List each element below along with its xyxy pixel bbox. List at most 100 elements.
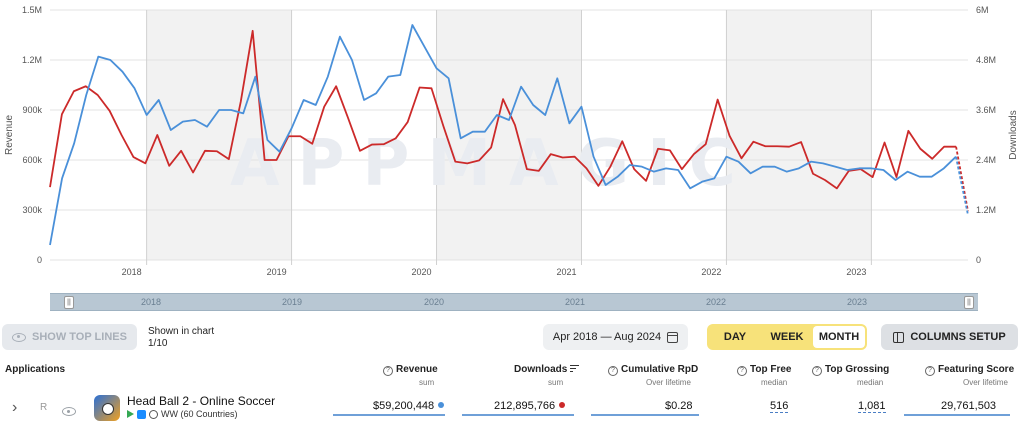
x-tick-label: 2022: [701, 267, 721, 277]
date-range-picker[interactable]: Apr 2018 — Aug 2024: [543, 324, 688, 350]
app-icon: [94, 395, 120, 421]
show-top-lines-button[interactable]: SHOW TOP LINES: [2, 324, 137, 350]
rpd-header-label: Cumulative RpD: [621, 364, 699, 375]
table-row[interactable]: › R Head Ball 2 - Online Soccer WW (60 C…: [0, 392, 1024, 423]
navigator-year-label: 2020: [424, 297, 445, 307]
featuring-score-bar: [904, 414, 1010, 416]
navigator-year-label: 2023: [847, 297, 868, 307]
app-name[interactable]: Head Ball 2 - Online Soccer: [127, 394, 276, 408]
applications-header: Applications: [5, 364, 66, 375]
shown-in-chart-info: Shown in chart 1/10: [148, 326, 214, 350]
columns-setup-label: COLUMNS SETUP: [910, 331, 1006, 343]
y-right-tick-label: 2.4M: [976, 155, 996, 165]
y-left-axis-title: Revenue: [4, 115, 15, 155]
featuring-score-cell: 29,761,503: [941, 400, 997, 412]
help-icon: ?: [383, 366, 393, 376]
rpd-header[interactable]: ? Cumulative RpD: [608, 364, 698, 376]
rpd-sub: Over lifetime: [646, 378, 691, 387]
top-free-sub: median: [761, 378, 788, 387]
sort-icon: [570, 365, 580, 373]
featuring-score-header[interactable]: ? Featuring Score: [925, 364, 1014, 376]
help-icon: ?: [608, 366, 618, 376]
columns-setup-button[interactable]: COLUMNS SETUP: [881, 324, 1018, 350]
eye-icon: [12, 332, 27, 342]
navigator-left-handle[interactable]: ||: [64, 296, 74, 309]
navigator-right-handle[interactable]: ||: [964, 296, 974, 309]
top-free-cell[interactable]: 516: [770, 400, 789, 413]
revenue-bar: [333, 414, 445, 416]
visibility-eye-icon[interactable]: [62, 403, 76, 421]
rank-label: R: [40, 402, 48, 413]
downloads-value: 212,895,766: [494, 400, 556, 412]
rpd-bar: [591, 414, 699, 416]
period-toggle[interactable]: DAY WEEK MONTH: [707, 324, 867, 350]
table-header: Applications ? Revenue sum Downloads sum …: [0, 362, 1024, 390]
y-right-tick-label: 3.6M: [976, 105, 996, 115]
expand-chevron-icon[interactable]: ›: [12, 399, 18, 416]
help-icon: ?: [812, 366, 822, 376]
range-navigator[interactable]: 2018 2019 2020 2021 2022 2023 || ||: [50, 293, 978, 311]
downloads-cell: 212,895,766: [494, 400, 566, 412]
top-grossing-cell[interactable]: 1,081: [858, 400, 886, 413]
y-right-tick-label: 1.2M: [976, 205, 996, 215]
navigator-year-label: 2019: [282, 297, 303, 307]
y-right-tick-label: 4.8M: [976, 55, 996, 65]
downloads-series-line: [49, 29, 957, 190]
period-day-button[interactable]: DAY: [723, 331, 747, 343]
shown-in-chart-label: Shown in chart: [148, 326, 215, 337]
y-right-tick-label: 6M: [976, 5, 989, 15]
revenue-header-label: Revenue: [396, 364, 438, 375]
shown-in-chart-count: 1/10: [148, 338, 168, 349]
top-grossing-header[interactable]: ? Top Grossing: [812, 364, 889, 376]
revenue-series-partial: [955, 156, 969, 216]
help-icon: ?: [925, 366, 935, 376]
top-free-header[interactable]: ? Top Free: [737, 364, 791, 376]
x-tick-label: 2023: [846, 267, 866, 277]
top-grossing-sub: median: [857, 378, 884, 387]
watermark: APPMAGIC: [230, 127, 754, 201]
revenue-downloads-chart: APPMAGIC 0 0 300k 1.2M 600k 2.4M 900k 3.6M 1.2M 4…: [4, 5, 1019, 277]
y-right-tick-label: 0: [976, 255, 981, 265]
y-left-tick-label: 600k: [22, 155, 42, 165]
downloads-series-partial: [955, 146, 969, 212]
show-top-lines-label: SHOW TOP LINES: [32, 331, 127, 343]
x-tick-label: 2018: [122, 267, 142, 277]
columns-icon: [893, 331, 905, 343]
globe-icon: [149, 409, 158, 419]
rpd-cell: $0.28: [665, 400, 693, 412]
y-left-tick-label: 1.2M: [22, 55, 42, 65]
revenue-series-line: [49, 24, 957, 246]
downloads-header-label: Downloads: [514, 364, 568, 375]
y-left-tick-label: 300k: [22, 205, 42, 215]
period-month-button[interactable]: MONTH: [813, 326, 865, 348]
featuring-score-sub: Over lifetime: [963, 378, 1008, 387]
downloads-header[interactable]: Downloads: [514, 364, 580, 375]
y-left-tick-label: 0: [37, 255, 42, 265]
downloads-bar: [462, 414, 574, 416]
revenue-header[interactable]: ? Revenue: [383, 364, 438, 376]
x-tick-label: 2021: [556, 267, 576, 277]
y-left-tick-label: 900k: [22, 105, 42, 115]
app-store-icon: [137, 409, 146, 419]
navigator-year-label: 2022: [706, 297, 727, 307]
year-band: [726, 10, 872, 260]
y-right-axis-title: Downloads: [1008, 110, 1019, 159]
downloads-sub: sum: [548, 378, 564, 387]
date-range-label: Apr 2018 — Aug 2024: [552, 331, 662, 343]
y-left-tick-label: 1.5M: [22, 5, 42, 15]
year-band: [146, 10, 292, 260]
revenue-sub: sum: [419, 378, 435, 387]
revenue-value: $59,200,448: [373, 400, 435, 412]
revenue-cell: $59,200,448: [373, 400, 445, 412]
calendar-icon: [667, 331, 679, 343]
period-week-button[interactable]: WEEK: [770, 331, 804, 343]
navigator-year-label: 2018: [141, 297, 162, 307]
help-icon: ?: [737, 366, 747, 376]
x-tick-label: 2020: [412, 267, 432, 277]
top-free-header-label: Top Free: [750, 364, 792, 375]
top-grossing-header-label: Top Grossing: [825, 364, 890, 375]
revenue-series-dot: [438, 402, 445, 408]
x-tick-label: 2019: [267, 267, 287, 277]
app-region: WW (60 Countries): [161, 409, 238, 419]
navigator-year-label: 2021: [565, 297, 586, 307]
